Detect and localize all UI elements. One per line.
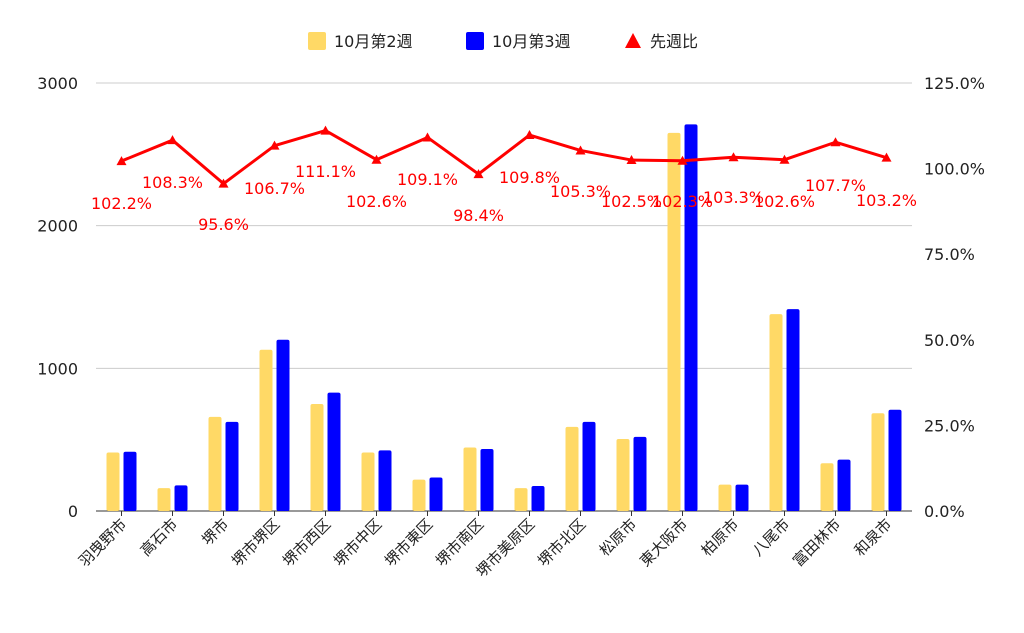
ratio-data-label: 102.6% [346,192,407,211]
ratio-data-label: 106.7% [244,179,305,198]
ratio-data-label: 95.6% [198,215,249,234]
bar-week3 [378,450,392,511]
bar-week3 [327,392,341,511]
bar-week3 [888,409,902,511]
ratio-point [320,125,331,135]
y-right-tick-label: 25.0% [924,416,975,435]
x-category-label: 堺市東区 [381,515,436,570]
ratio-point [218,178,229,188]
ratio-data-label: 103.3% [703,188,764,207]
legend-label: 10月第2週 [334,32,413,51]
bar-week2 [157,488,171,511]
bar-week3 [174,485,188,511]
ratio-data-label: 107.7% [805,176,866,195]
bar-week3 [633,436,647,511]
ratio-point [677,155,688,165]
ratio-point [728,152,739,162]
bar-week3 [786,309,800,511]
x-category-label: 堺市中区 [330,515,385,570]
x-category-label: 堺市堺区 [228,515,283,570]
bar-week2 [106,452,120,511]
bar-week3 [480,448,494,511]
bar-week2 [514,488,528,511]
bar-week3 [837,459,851,511]
ratio-point [167,135,178,145]
bar-week2 [259,349,273,511]
legend-label: 10月第3週 [492,32,571,51]
bar-week3 [429,477,443,511]
ratio-data-label: 108.3% [142,173,203,192]
y-right-tick-label: 75.0% [924,245,975,264]
bar-week2 [361,452,375,511]
y-left-tick-label: 2000 [37,217,78,236]
x-category-label: 柏原市 [698,515,743,560]
bar-week3 [735,484,749,511]
bar-week3 [276,339,290,511]
legend-swatch-week3 [466,32,484,50]
x-category-label: 松原市 [596,515,641,560]
ratio-point [830,137,841,147]
ratio-point [575,145,586,155]
y-right-tick-label: 125.0% [924,74,985,93]
bar-week2 [667,132,681,511]
bar-week2 [871,413,885,511]
y-right-tick-label: 0.0% [924,502,965,521]
bar-week2 [565,426,579,511]
ratio-point [779,154,790,164]
bar-week3 [582,421,596,511]
ratio-data-label: 102.5% [601,192,662,211]
x-category-label: 八尾市 [749,515,794,560]
x-category-label: 高石市 [137,515,182,560]
ratio-data-label: 105.3% [550,182,611,201]
ratio-point [116,156,127,166]
ratio-data-label: 109.1% [397,170,458,189]
ratio-data-label: 98.4% [453,206,504,225]
x-category-label: 和泉市 [851,515,896,560]
ratio-point [473,169,484,179]
ratio-data-label: 102.3% [652,192,713,211]
bar-week2 [412,479,426,511]
x-category-label: 堺市西区 [279,515,334,570]
y-right-tick-label: 50.0% [924,331,975,350]
y-left-tick-label: 1000 [37,359,78,378]
ratio-point [269,140,280,150]
bar-week2 [208,416,222,511]
y-left-tick-label: 0 [68,502,78,521]
ratio-point [422,132,433,142]
bar-week2 [616,438,630,511]
y-left-tick-label: 3000 [37,74,78,93]
ratio-line [120,129,887,186]
bar-week3 [684,124,698,511]
ratio-point [626,155,637,165]
x-category-label: 羽曳野市 [75,515,130,570]
bar-week3 [123,451,137,511]
x-category-label: 堺市 [198,515,232,549]
x-category-label: 東大阪市 [636,515,691,570]
ratio-data-label: 103.2% [856,191,917,210]
ratio-data-label: 111.1% [295,162,356,181]
bar-week2 [463,447,477,511]
ratio-point [371,154,382,164]
y-right-tick-label: 100.0% [924,160,985,179]
ratio-point [881,152,892,162]
ratio-data-label: 109.8% [499,168,560,187]
bar-week3 [531,486,545,511]
bar-week3 [225,421,239,511]
x-category-label: 富田林市 [789,515,844,570]
ratio-data-label: 102.6% [754,192,815,211]
bar-week2 [820,463,834,511]
ratio-data-label: 102.2% [91,194,152,213]
bar-week2 [769,314,783,511]
x-category-label: 堺市北区 [534,515,589,570]
legend-label: 先週比 [650,32,698,51]
legend-swatch-week2 [308,32,326,50]
bar-week2 [310,404,324,511]
ratio-point [524,130,535,140]
legend-marker-ratio [625,33,641,48]
bar-week2 [718,484,732,511]
